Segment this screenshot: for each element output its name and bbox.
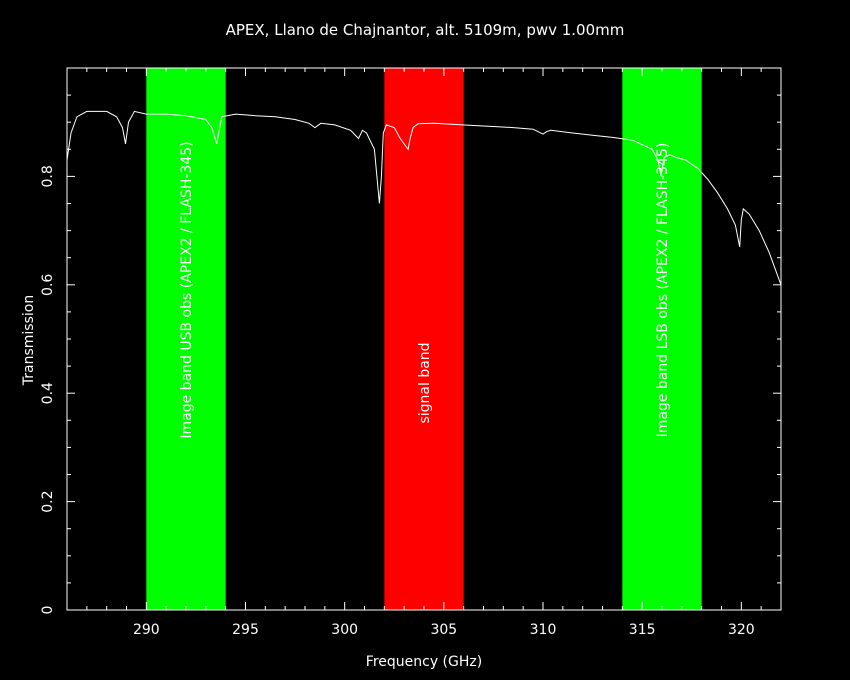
x-tick-label: 295 xyxy=(232,622,259,638)
x-tick-label: 305 xyxy=(430,622,457,638)
image-band-lsb-label: Image band LSB obs (APEX2 / FLASH-345) xyxy=(655,143,671,438)
transmission-line xyxy=(66,110,782,285)
y-tick-label: 0.4 xyxy=(40,382,56,404)
image-band-lsb-rect xyxy=(622,68,702,610)
image-band-usb-label: Image band USB obs (APEX2 / FLASH-345) xyxy=(179,141,195,438)
ticks-layer: 290 295 300 305 310 315 320 0 0.2 0.4 0.6 0.8 xyxy=(40,67,782,638)
image-band-usb-rect xyxy=(146,68,226,610)
x-tick-label: 315 xyxy=(629,622,656,638)
x-tick-label: 320 xyxy=(728,622,755,638)
chart-title: APEX, Llano de Chajnantor, alt. 5109m, p… xyxy=(226,21,625,39)
x-tick-label: 300 xyxy=(331,622,358,638)
y-tick-label: 0.8 xyxy=(40,165,56,187)
y-tick-label: 0 xyxy=(40,606,56,615)
x-axis-label: Frequency (GHz) xyxy=(366,654,482,670)
y-tick-label: 0.6 xyxy=(40,274,56,296)
x-tick-label: 290 xyxy=(133,622,160,638)
x-tick-label: 310 xyxy=(530,622,557,638)
series-layer: Image band USB obs (APEX2 / FLASH-345) si… xyxy=(66,110,782,439)
bands-layer xyxy=(146,68,702,610)
signal-band-label: signal band xyxy=(417,342,433,423)
signal-band-rect xyxy=(384,68,464,610)
y-tick-label: 0.2 xyxy=(40,490,56,512)
y-axis-label: Transmission xyxy=(21,295,37,386)
